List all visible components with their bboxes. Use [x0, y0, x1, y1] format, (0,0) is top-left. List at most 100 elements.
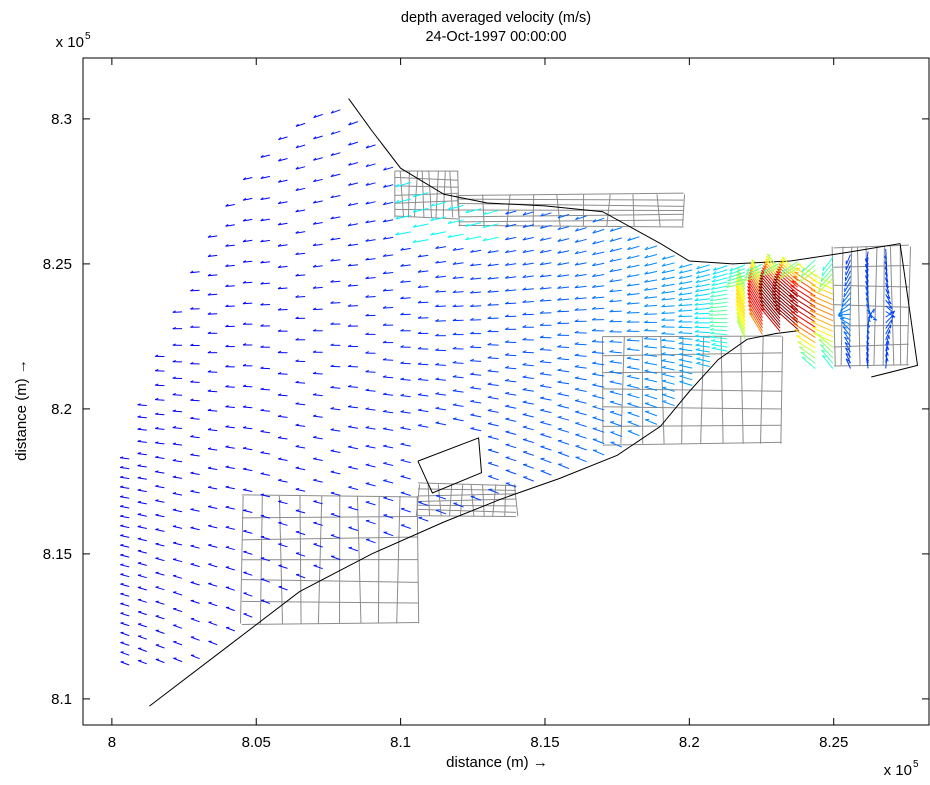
velocity-arrow — [155, 529, 165, 532]
velocity-arrow-head — [313, 500, 317, 502]
velocity-arrow — [383, 236, 394, 240]
velocity-arrow — [295, 144, 306, 149]
velocity-arrow — [885, 346, 889, 358]
velocity-arrow — [592, 296, 605, 299]
velocity-arrow-head — [574, 307, 579, 311]
velocity-arrow-head — [382, 375, 387, 378]
velocity-arrow-head — [119, 456, 124, 459]
velocity-arrow-head — [400, 280, 404, 283]
velocity-arrow — [838, 308, 851, 315]
velocity-arrow — [430, 216, 447, 222]
velocity-arrow — [522, 376, 534, 379]
velocity-arrow-head — [762, 265, 768, 268]
grid-line — [602, 352, 782, 357]
velocity-arrow-head — [313, 478, 317, 481]
velocity-arrow — [575, 445, 587, 451]
velocity-arrow-head — [763, 262, 768, 266]
velocity-arrow-head — [887, 346, 890, 351]
velocity-arrow-head — [694, 325, 699, 328]
velocity-arrow — [557, 405, 570, 409]
velocity-arrow-head — [709, 301, 714, 305]
velocity-arrow — [260, 473, 270, 476]
velocity-arrow-head — [225, 304, 229, 307]
velocity-arrow — [190, 454, 200, 457]
velocity-arrow — [207, 390, 218, 393]
velocity-arrow — [465, 222, 482, 227]
velocity-arrow-head — [260, 514, 265, 517]
velocity-arrow — [260, 409, 270, 412]
velocity-arrow-head — [759, 296, 764, 299]
velocity-arrow-head — [887, 340, 890, 345]
velocity-arrow — [120, 515, 130, 519]
velocity-arrow-head — [400, 345, 404, 348]
velocity-arrow-head — [412, 239, 417, 243]
velocity-arrow — [539, 349, 552, 351]
velocity-arrow — [190, 527, 200, 531]
velocity-arrow — [243, 530, 253, 534]
velocity-arrow — [435, 275, 446, 279]
velocity-arrow — [120, 603, 130, 607]
velocity-arrow — [331, 109, 341, 114]
velocity-arrow — [243, 613, 253, 618]
grid-line — [394, 200, 459, 204]
velocity-arrow — [207, 274, 218, 277]
velocity-arrow-head — [120, 495, 124, 498]
velocity-arrow — [644, 304, 658, 307]
velocity-arrow-head — [190, 563, 194, 565]
velocity-arrow — [155, 644, 165, 649]
velocity-arrow — [810, 289, 834, 301]
grid-line — [831, 246, 836, 366]
velocity-arrow-head — [487, 408, 492, 411]
velocity-arrow — [866, 346, 869, 358]
velocity-arrow-head — [661, 311, 666, 314]
velocity-arrow-head — [400, 263, 404, 267]
velocity-arrow — [696, 269, 710, 274]
velocity-arrow — [821, 262, 834, 277]
velocity-arrow-head — [695, 275, 700, 279]
velocity-arrow-head — [137, 537, 142, 540]
velocity-arrow-head — [137, 452, 141, 455]
velocity-arrow-head — [365, 482, 370, 484]
velocity-arrow-head — [330, 385, 334, 388]
velocity-arrow — [155, 615, 165, 620]
velocity-arrow — [190, 436, 200, 439]
velocity-arrow — [295, 403, 306, 406]
velocity-arrow — [225, 244, 235, 247]
velocity-arrow-head — [330, 195, 334, 199]
velocity-arrow — [225, 386, 235, 388]
velocity-arrow — [452, 362, 464, 364]
velocity-arrow — [155, 456, 165, 459]
velocity-arrow-head — [365, 238, 369, 242]
velocity-arrow-head — [793, 323, 798, 325]
velocity-arrow — [679, 269, 693, 274]
velocity-arrow-head — [540, 225, 544, 229]
velocity-arrow — [885, 288, 891, 299]
velocity-arrow-head — [644, 328, 649, 332]
velocity-arrow-head — [330, 407, 334, 410]
velocity-arrow-head — [574, 262, 579, 266]
velocity-arrow-head — [417, 285, 422, 288]
velocity-arrow — [592, 428, 605, 433]
velocity-arrow — [172, 509, 183, 513]
velocity-arrow-head — [574, 228, 579, 232]
velocity-arrow — [137, 587, 147, 591]
velocity-arrow — [678, 332, 693, 334]
velocity-arrow-head — [800, 273, 804, 278]
velocity-arrow-head — [348, 486, 352, 488]
velocity-arrow-head — [225, 264, 229, 267]
velocity-arrow-head — [678, 352, 684, 355]
velocity-arrow — [487, 304, 499, 306]
velocity-arrow — [225, 285, 235, 287]
velocity-arrow-head — [574, 285, 579, 289]
velocity-arrow — [295, 467, 306, 471]
velocity-arrow — [522, 288, 534, 291]
velocity-arrow — [383, 428, 394, 431]
velocity-arrow-head — [609, 319, 614, 323]
velocity-arrow — [395, 231, 411, 236]
velocity-arrow — [225, 446, 235, 449]
velocity-arrow-head — [412, 193, 417, 198]
velocity-arrow — [330, 534, 341, 539]
velocity-arrow — [435, 290, 446, 293]
y-tick-label: 8.2 — [51, 401, 72, 418]
velocity-arrow-head — [447, 234, 452, 238]
